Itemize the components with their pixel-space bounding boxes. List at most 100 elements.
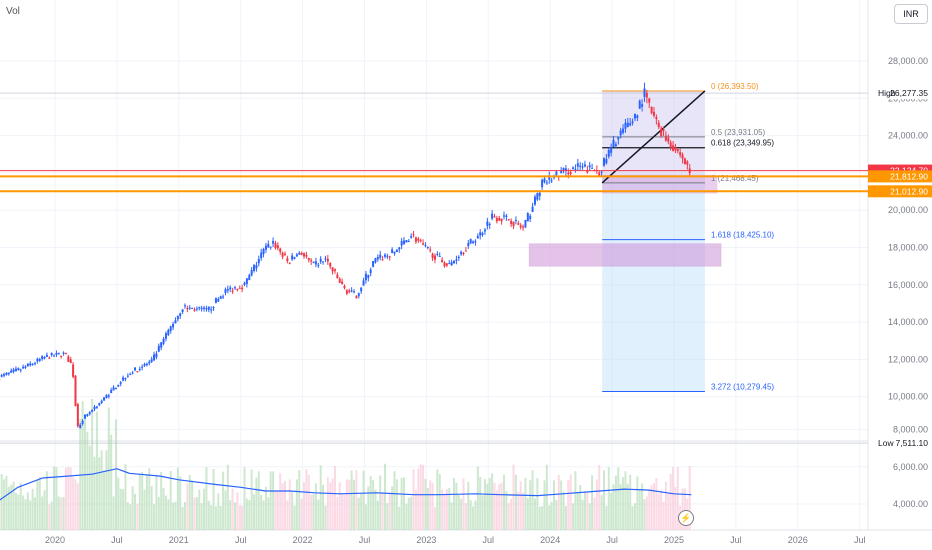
volume-bar <box>119 488 122 530</box>
volume-bar <box>436 469 439 530</box>
volume-bar <box>305 469 308 530</box>
candle <box>576 163 579 167</box>
candle <box>636 115 639 118</box>
candle <box>310 260 313 262</box>
candle <box>31 363 34 365</box>
volume-ma-line <box>0 468 692 501</box>
candle <box>500 218 503 222</box>
candle <box>657 122 660 128</box>
volume-bar <box>110 434 113 530</box>
volume-bar <box>269 471 272 530</box>
volume-bar <box>533 498 536 530</box>
candle <box>414 237 417 242</box>
volume-bar <box>14 492 17 530</box>
candle <box>514 219 517 221</box>
candle <box>495 218 498 222</box>
volume-bar <box>172 502 175 530</box>
volume-bar <box>281 483 284 530</box>
candle <box>86 414 89 417</box>
volume-bar <box>310 494 313 530</box>
candle <box>426 247 429 249</box>
volume-bar <box>336 496 339 530</box>
candle <box>548 176 551 180</box>
candle <box>386 255 389 257</box>
volume-bar <box>500 482 503 530</box>
volume-bar <box>50 501 53 530</box>
volume-indicator-label: Vol <box>6 6 20 17</box>
candle <box>186 308 189 310</box>
volume-bar <box>43 490 46 530</box>
volume-bar <box>560 480 563 530</box>
volume-bar <box>426 487 429 530</box>
volume-bar <box>38 476 41 530</box>
volume-bar <box>262 500 265 530</box>
volume-bar <box>117 477 120 530</box>
volume-bar <box>12 481 15 530</box>
candle <box>338 278 341 283</box>
volume-bar <box>324 505 327 530</box>
volume-bar <box>257 471 260 530</box>
candle <box>522 226 525 228</box>
candle <box>403 240 406 244</box>
volume-bar <box>648 489 651 530</box>
volume-bar <box>636 476 639 530</box>
volume-bar <box>557 475 560 530</box>
volume-bar <box>617 467 620 530</box>
volume-bar <box>81 401 84 530</box>
candle <box>607 149 610 157</box>
candle <box>260 252 263 259</box>
horizontal-levels[interactable] <box>0 170 868 193</box>
candle <box>67 356 70 362</box>
candle <box>441 259 444 263</box>
candle <box>498 218 501 221</box>
candle <box>88 412 91 415</box>
candle <box>631 121 634 123</box>
volume-bar <box>667 493 670 530</box>
lightning-icon[interactable]: ⚡ <box>678 510 694 526</box>
volume-bar <box>381 492 384 530</box>
volume-bar <box>474 500 477 530</box>
volume-bar <box>10 484 13 530</box>
price-tick-label: 24,000.00 <box>888 131 928 141</box>
volume-bar <box>674 486 677 530</box>
volume-bar <box>160 471 163 530</box>
volume-bar <box>207 500 210 530</box>
candle <box>288 262 291 264</box>
candle <box>643 88 646 97</box>
candle <box>72 364 75 377</box>
candle <box>312 261 315 263</box>
volume-bar <box>205 467 208 530</box>
volume-bar <box>236 492 239 530</box>
candle <box>433 255 436 260</box>
volume-bar <box>31 488 34 530</box>
candle <box>617 136 620 140</box>
time-tick-label: Jul <box>606 535 618 545</box>
candle <box>148 361 151 364</box>
volume-bar <box>622 477 625 530</box>
volume-bar <box>591 475 594 530</box>
candle <box>476 236 479 239</box>
time-tick-label: Jul <box>235 535 247 545</box>
volume-bar <box>645 496 648 530</box>
candle <box>353 291 356 293</box>
candle <box>357 293 360 297</box>
volume-bar <box>179 476 182 530</box>
fib-level-label: 0.5 (23,931.05) <box>711 128 766 137</box>
candle <box>26 363 29 366</box>
volume-bar <box>0 474 3 530</box>
candle <box>331 267 334 272</box>
fibonacci-extension[interactable]: 0 (26,393.50) 0.5 (23,931.05) 0.618 (23,34… <box>528 82 774 392</box>
candle <box>507 219 510 221</box>
candle <box>236 288 239 291</box>
grid-lines <box>0 0 932 531</box>
currency-badge[interactable]: INR <box>894 4 928 24</box>
volume-bar <box>136 503 139 530</box>
volume-bar <box>53 466 56 530</box>
volume-bar <box>379 475 382 530</box>
volume-bar <box>660 490 663 530</box>
volume-bar <box>360 494 363 530</box>
candle <box>55 352 58 355</box>
volume-bar <box>322 484 325 530</box>
time-axis[interactable]: 2020 Jul 2021 Jul 2022 Jul 2023 Jul 2024 Jul 2025 J… <box>45 535 865 545</box>
